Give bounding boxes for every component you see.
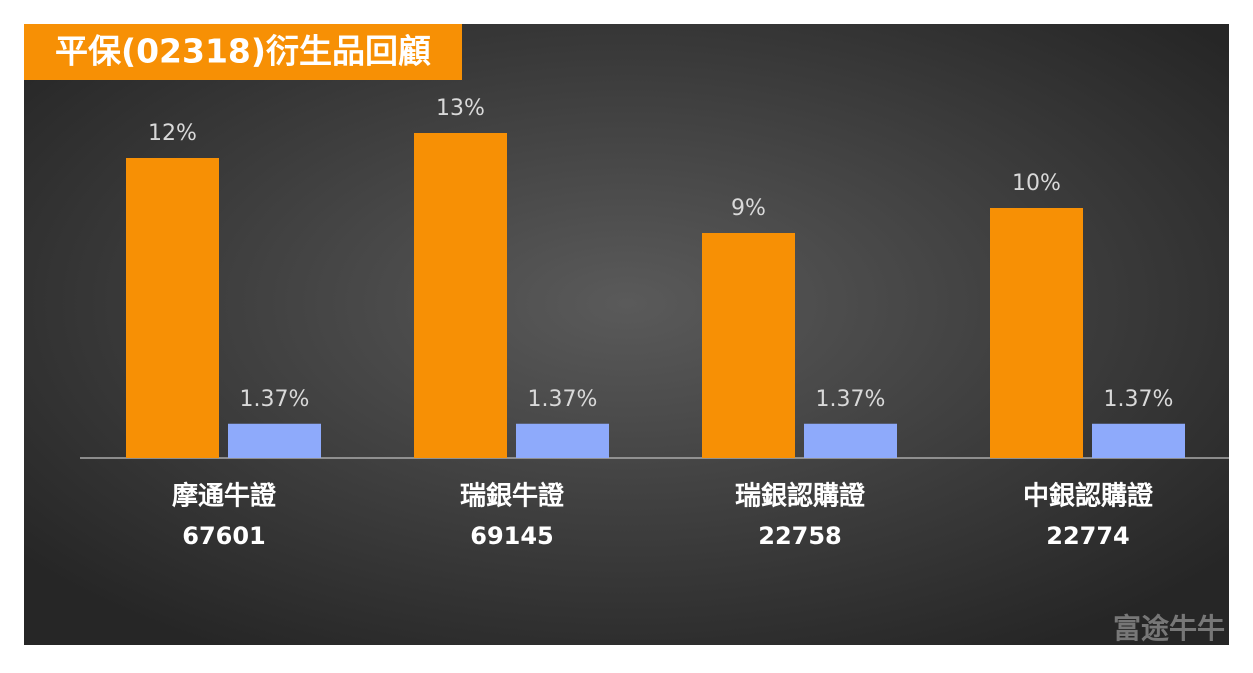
- bar: [702, 233, 795, 458]
- bar: [1092, 423, 1185, 458]
- bar: [126, 158, 219, 458]
- x-tick-label: 瑞銀牛證: [460, 481, 565, 512]
- x-tick-label: 67601: [182, 522, 266, 550]
- x-tick-label: 瑞銀認購證: [735, 481, 866, 512]
- x-tick-label: 摩通牛證: [172, 481, 277, 512]
- watermark: 富途牛牛: [1113, 612, 1225, 645]
- bar: [228, 423, 321, 458]
- data-label: 1.37%: [816, 387, 886, 412]
- data-label: 1.37%: [1104, 387, 1174, 412]
- data-label: 12%: [148, 121, 197, 146]
- title-box: [24, 24, 462, 80]
- x-tick-label: 22774: [1046, 522, 1130, 550]
- bar: [804, 423, 897, 458]
- x-tick-label: 22758: [758, 522, 842, 550]
- bar: [414, 133, 507, 458]
- data-label: 1.37%: [528, 387, 598, 412]
- data-label: 9%: [731, 196, 766, 221]
- x-tick-label: 中銀認購證: [1023, 481, 1154, 512]
- x-tick-label: 69145: [470, 522, 554, 550]
- data-label: 10%: [1012, 171, 1061, 196]
- data-label: 1.37%: [240, 387, 310, 412]
- bar: [990, 208, 1083, 458]
- chart-title: 平保(02318)衍生品回顧: [55, 32, 431, 71]
- bar: [516, 423, 609, 458]
- data-label: 13%: [436, 96, 485, 121]
